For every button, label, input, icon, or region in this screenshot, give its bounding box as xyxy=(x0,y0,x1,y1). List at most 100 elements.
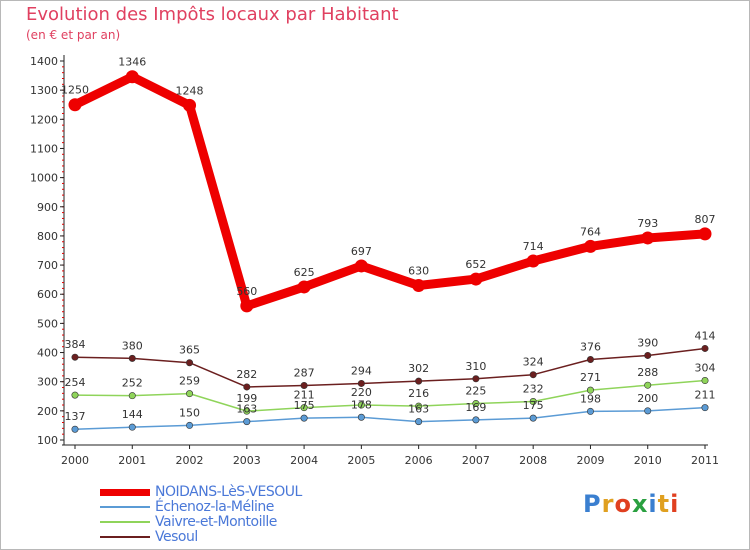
legend-item-vesoul: Vesoul xyxy=(100,529,360,545)
data-point xyxy=(71,353,79,361)
data-label: 1250 xyxy=(61,84,89,97)
data-label: 232 xyxy=(523,383,544,396)
y-tick-label: 1200 xyxy=(30,113,58,126)
data-label: 254 xyxy=(65,376,86,389)
data-point xyxy=(529,398,537,406)
chart-subtitle: (en € et par an) xyxy=(26,28,121,42)
data-label: 144 xyxy=(122,408,143,421)
data-point xyxy=(128,354,136,362)
series-1: 137 144 150 163 175 178 163 169 175 198 200 211 xyxy=(65,389,716,433)
data-label: 414 xyxy=(695,329,716,342)
data-point xyxy=(415,377,423,385)
data-label: 630 xyxy=(408,264,429,277)
data-label: 271 xyxy=(580,371,601,384)
data-point xyxy=(412,278,426,292)
data-label: 259 xyxy=(179,375,200,388)
x-tick-label: 2001 xyxy=(118,454,146,467)
x-tick-label: 2003 xyxy=(233,454,261,467)
series-0: 1250 1346 1248 560 625 697 630 652 714 764 793 807 xyxy=(61,56,716,313)
data-point xyxy=(641,231,655,245)
x-tick-label: 2004 xyxy=(290,454,318,467)
data-point xyxy=(71,391,79,399)
data-point xyxy=(583,239,597,253)
data-point xyxy=(128,392,136,400)
data-point xyxy=(300,404,308,412)
data-label: 793 xyxy=(637,217,658,230)
data-label: 302 xyxy=(408,362,429,375)
data-point xyxy=(701,404,709,412)
x-tick-label: 2011 xyxy=(691,454,719,467)
legend-label: Vaivre-et-Montoille xyxy=(155,514,277,530)
data-point xyxy=(644,381,652,389)
legend-swatch xyxy=(100,489,150,496)
y-tick-label: 1100 xyxy=(30,142,58,155)
legend-item-echenoz: Échenoz-la-Méline xyxy=(100,499,360,515)
series-line xyxy=(74,379,706,412)
data-label: 175 xyxy=(523,399,544,412)
y-tick-label: 900 xyxy=(37,201,58,214)
data-point xyxy=(357,379,365,387)
data-label: 169 xyxy=(465,401,486,414)
data-label: 625 xyxy=(294,266,315,279)
data-label: 560 xyxy=(236,285,257,298)
data-label: 211 xyxy=(294,389,315,402)
data-label: 304 xyxy=(695,362,716,375)
series-line xyxy=(74,406,706,430)
y-tick-label: 1400 xyxy=(30,55,58,68)
data-label: 252 xyxy=(122,377,143,390)
series-line xyxy=(70,72,710,311)
x-tick-label: 2010 xyxy=(634,454,662,467)
x-tick-label: 2006 xyxy=(405,454,433,467)
legend-swatch xyxy=(100,521,150,523)
legend-label: Échenoz-la-Méline xyxy=(155,499,274,515)
data-label: 288 xyxy=(637,366,658,379)
data-label: 216 xyxy=(408,387,429,400)
data-label: 1248 xyxy=(176,84,204,97)
data-point xyxy=(186,390,194,398)
data-point xyxy=(243,383,251,391)
y-tick-label: 500 xyxy=(37,317,58,330)
legend-label: Vesoul xyxy=(155,529,198,545)
y-tick-label: 1000 xyxy=(30,172,58,185)
y-tick-label: 200 xyxy=(37,405,58,418)
data-point xyxy=(297,280,311,294)
x-tick-label: 2007 xyxy=(462,454,490,467)
data-point xyxy=(529,414,537,422)
x-tick-label: 2009 xyxy=(576,454,604,467)
data-point xyxy=(469,272,483,286)
data-point xyxy=(71,425,79,433)
legend-item-noidans: NOIDANS-LèS-VESOUL xyxy=(100,484,360,500)
proxiti-logo: Proxiti xyxy=(583,490,680,518)
data-label: 310 xyxy=(465,360,486,373)
data-point xyxy=(586,386,594,394)
y-tick-label: 700 xyxy=(37,259,58,272)
data-label: 199 xyxy=(236,392,257,405)
x-tick-label: 2002 xyxy=(176,454,204,467)
data-label: 390 xyxy=(637,336,658,349)
data-label: 697 xyxy=(351,245,372,258)
data-point xyxy=(240,299,254,313)
data-label: 200 xyxy=(637,392,658,405)
data-label: 163 xyxy=(408,403,429,416)
x-tick-label: 2000 xyxy=(61,454,89,467)
data-label: 220 xyxy=(351,386,372,399)
data-label: 137 xyxy=(65,410,86,423)
data-point xyxy=(701,377,709,385)
data-label: 211 xyxy=(695,389,716,402)
x-tick-label: 2008 xyxy=(519,454,547,467)
data-point xyxy=(186,421,194,429)
data-point xyxy=(472,375,480,383)
data-label: 294 xyxy=(351,364,372,377)
data-point xyxy=(243,407,251,415)
series-2: 254 252 259 199 211 220 216 225 232 271 288 304 xyxy=(65,362,716,415)
data-point xyxy=(644,351,652,359)
data-label: 287 xyxy=(294,366,315,379)
data-label: 1346 xyxy=(118,56,146,69)
data-point xyxy=(415,402,423,410)
data-label: 376 xyxy=(580,341,601,354)
series-3: 384 380 365 282 287 294 302 310 324 376 390 414 xyxy=(65,329,716,391)
data-point xyxy=(415,418,423,426)
data-label: 652 xyxy=(465,258,486,271)
data-point xyxy=(128,423,136,431)
